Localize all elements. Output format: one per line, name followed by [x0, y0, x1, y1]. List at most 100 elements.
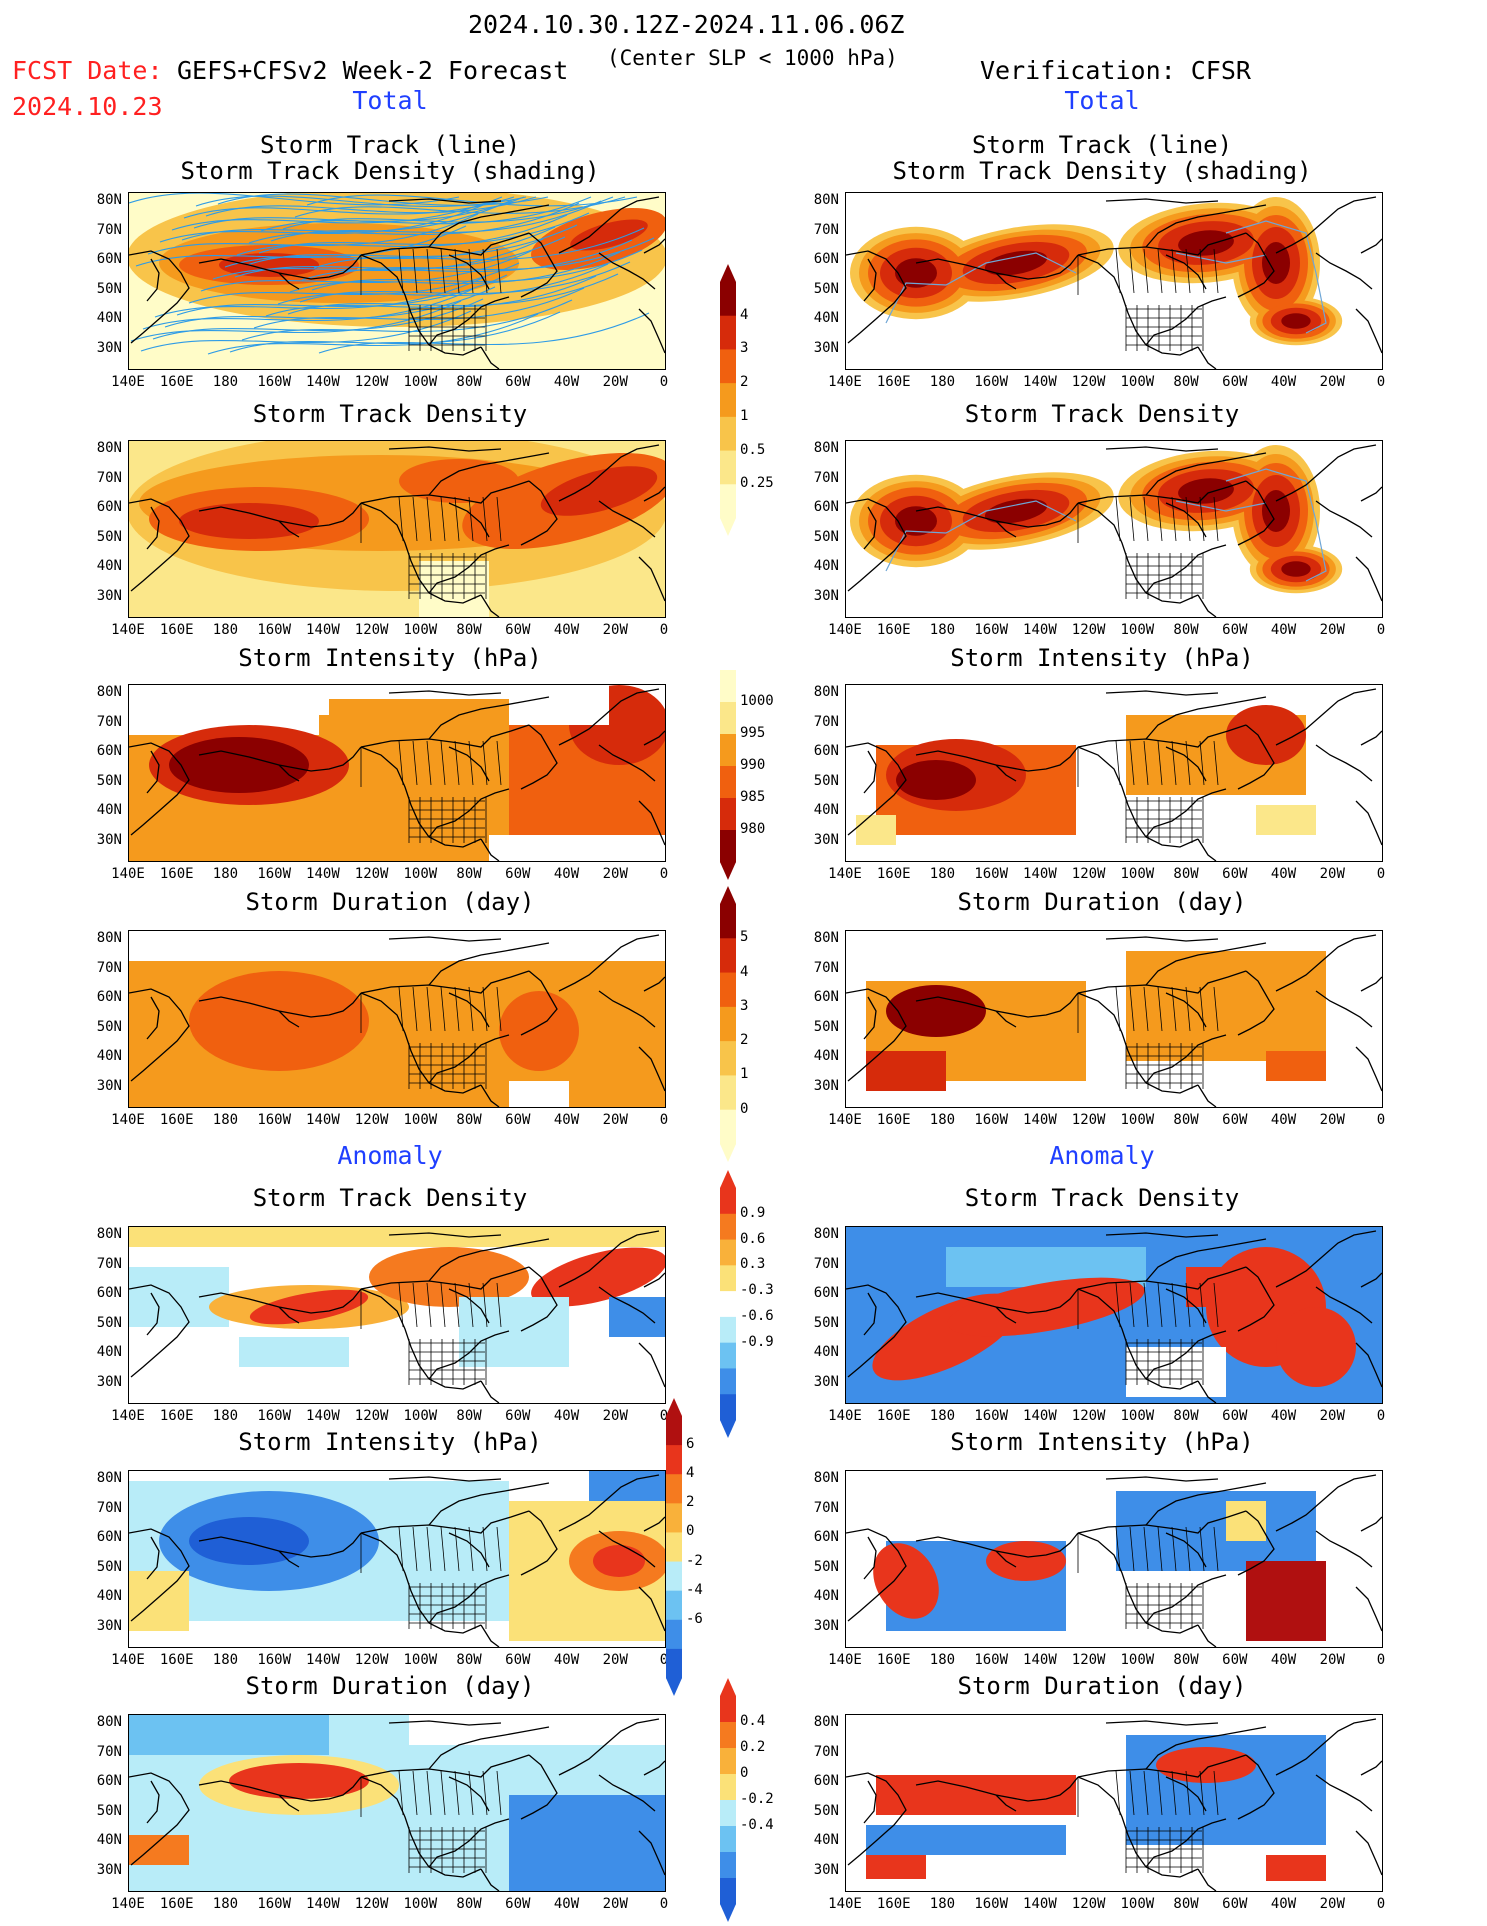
lat-tick-label: 80N: [813, 1714, 839, 1730]
lon-tick-label: 180: [212, 1896, 239, 1912]
lon-tick-label: 160W: [257, 1896, 292, 1912]
panel-title-anom-intensity-right: Storm Intensity (hPa): [950, 1428, 1254, 1456]
lon-tick-label: 0: [1376, 866, 1386, 882]
lon-tick-label: 60W: [505, 1896, 531, 1912]
panel-title-intensity-left: Storm Intensity (hPa): [238, 644, 542, 672]
lon-tick-label: 60W: [1222, 622, 1248, 638]
lon-tick-label: 40W: [553, 1896, 580, 1912]
lon-tick-label: 140E: [111, 1408, 145, 1424]
colorbar-label: 995: [740, 725, 766, 741]
colorbar-label: 0: [740, 1100, 749, 1117]
panel-title-duration-right: Storm Duration (day): [957, 888, 1247, 916]
lon-tick-label: 140W: [306, 374, 340, 390]
lon-tick-label: 160W: [974, 374, 1009, 390]
fcst-date-label: FCST Date:: [12, 56, 163, 85]
lat-tick-label: 40N: [96, 310, 122, 326]
lon-tick-label: 100W: [403, 1408, 438, 1424]
lon-tick-label: 60W: [505, 1408, 531, 1424]
lat-tick-label: 60N: [813, 1285, 839, 1301]
colorbar-label: 1000: [740, 693, 774, 709]
panel-title-intensity-right: Storm Intensity (hPa): [950, 644, 1254, 672]
colorbar-label: 0.5: [740, 441, 766, 458]
map-intensity-right: [845, 684, 1383, 862]
lat-tick-label: 80N: [813, 1470, 839, 1486]
colorbar-label: 0.4: [740, 1713, 766, 1729]
lon-tick-label: 120W: [1071, 1112, 1106, 1128]
lon-tick-label: 140W: [1023, 622, 1057, 638]
lat-tick-label: 70N: [813, 1499, 839, 1516]
colorbar-label: -0.3: [740, 1282, 774, 1299]
lon-tick-label: 60W: [1222, 1652, 1248, 1668]
lon-tick-label: 120W: [1071, 622, 1106, 638]
lon-tick-label: 140W: [1023, 1408, 1057, 1424]
lat-tick-label: 40N: [813, 1832, 839, 1848]
lat-tick-label: 80N: [813, 930, 839, 946]
lat-tick-label: 60N: [813, 1529, 839, 1545]
colorbar-label: 0.9: [740, 1204, 766, 1221]
lon-tick-label: 160E: [876, 622, 911, 638]
lon-tick-label: 160E: [159, 1652, 194, 1668]
lon-tick-label: 160W: [257, 1652, 292, 1668]
lat-tick-label: 80N: [96, 1714, 122, 1730]
lon-tick-label: 60W: [1222, 1408, 1248, 1424]
lon-tick-label: 140E: [111, 1112, 145, 1128]
lon-tick-label: 0: [659, 1896, 669, 1912]
lat-tick-label: 50N: [96, 1802, 122, 1819]
lon-tick-label: 100W: [1120, 1652, 1155, 1668]
lat-tick-label: 70N: [96, 959, 122, 976]
lat-tick-label: 30N: [96, 1861, 122, 1878]
lon-tick-label: 80W: [456, 1896, 482, 1912]
lon-tick-label: 80W: [1173, 1112, 1199, 1128]
lat-tick-label: 30N: [813, 339, 839, 356]
lon-tick-label: 140W: [1023, 866, 1057, 882]
lon-tick-label: 60W: [1222, 374, 1248, 390]
lon-tick-label: 160W: [974, 622, 1009, 638]
lon-tick-label: 0: [1376, 622, 1386, 638]
lat-tick-label: 60N: [96, 1773, 122, 1789]
colorbar-label: 4: [740, 306, 749, 323]
colorbar-label: 980: [740, 821, 766, 837]
lon-tick-label: 20W: [1319, 1896, 1345, 1912]
lat-tick-label: 70N: [96, 1743, 122, 1760]
lat-tick-label: 40N: [813, 310, 839, 326]
colorbar-label: 3: [740, 340, 749, 357]
lon-tick-label: 100W: [1120, 1408, 1155, 1424]
colorbar-label: 1: [740, 1066, 749, 1083]
colorbar-label: 0.25: [740, 475, 774, 492]
lon-tick-label: 120W: [1071, 374, 1106, 390]
lon-tick-label: 20W: [1319, 866, 1345, 882]
lat-tick-label: 80N: [96, 1470, 122, 1486]
panel-title-anom-density-left: Storm Track Density: [252, 1184, 528, 1212]
lat-tick-label: 30N: [96, 339, 122, 356]
lon-tick-label: 100W: [1120, 374, 1155, 390]
lon-tick-label: 80W: [1173, 866, 1199, 882]
lon-tick-label: 160W: [257, 622, 292, 638]
lon-tick-label: 120W: [354, 1896, 389, 1912]
colorbar-label: 990: [740, 757, 766, 773]
map-density-right: [845, 440, 1383, 618]
lon-tick-label: 20W: [602, 1112, 628, 1128]
colorbar-label: -2: [686, 1552, 703, 1569]
panel-title-track-line-right: Storm Track (line): [971, 131, 1233, 159]
lon-tick-label: 160E: [876, 374, 911, 390]
lat-tick-label: 60N: [813, 499, 839, 515]
lon-tick-label: 20W: [1319, 1652, 1345, 1668]
lon-tick-label: 140E: [828, 1112, 862, 1128]
lon-tick-label: 160E: [159, 1896, 194, 1912]
lon-tick-label: 80W: [1173, 622, 1199, 638]
lon-tick-label: 80W: [1173, 1896, 1199, 1912]
lon-tick-label: 60W: [505, 622, 531, 638]
lat-tick-label: 60N: [96, 1285, 122, 1301]
lon-tick-label: 20W: [1319, 622, 1345, 638]
panel-title-track-line-left: Storm Track (line): [259, 131, 521, 159]
lon-tick-label: 60W: [505, 374, 531, 390]
lon-tick-label: 140E: [828, 374, 862, 390]
lat-tick-label: 60N: [813, 743, 839, 759]
lon-tick-label: 120W: [1071, 866, 1106, 882]
lon-tick-label: 0: [659, 374, 669, 390]
lon-tick-label: 160E: [159, 866, 194, 882]
lon-tick-label: 160W: [257, 866, 292, 882]
lon-tick-label: 20W: [1319, 374, 1345, 390]
lon-tick-label: 80W: [456, 866, 482, 882]
lon-tick-label: 160E: [159, 1112, 194, 1128]
